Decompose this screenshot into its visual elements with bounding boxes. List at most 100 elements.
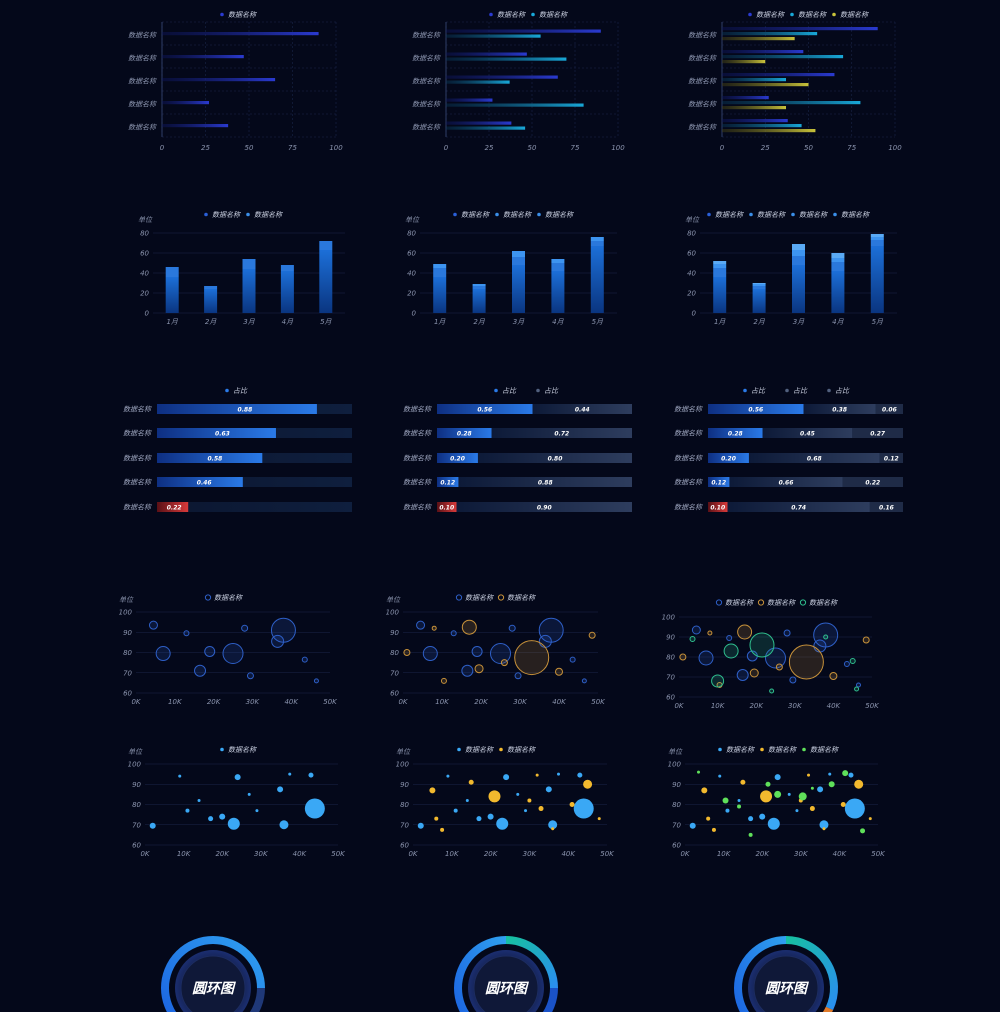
bar [446,75,558,79]
dot [765,781,771,787]
legend-label: 数据名称 [840,11,869,19]
y-axis-unit: 单位 [405,216,420,224]
bar [713,268,727,277]
bar-value-label: 0.56 [748,406,763,413]
bar-value-label: 0.58 [208,455,223,462]
bar-segment [875,404,903,414]
bubble [194,664,207,677]
legend-label: 数据名称 [799,211,828,219]
dot [496,817,509,830]
bar [792,265,805,313]
dot [417,822,424,829]
dot [848,772,854,778]
bubble [698,650,714,666]
x-tick-label: 100 [329,144,343,152]
bar [319,241,333,250]
bar-track [157,502,352,512]
y-tick-label: 80 [666,654,675,662]
bar-value-label: 0.06 [882,406,897,413]
category-label: 数据名称 [128,78,157,86]
x-tick-label: 40K [833,850,848,858]
donut-core [180,955,246,1012]
bar-value-label: 0.44 [575,406,590,413]
legend-marker [785,388,789,393]
category-label: 数据名称 [674,455,703,463]
legend-label: 数据名称 [497,11,526,19]
x-tick-label: 30K [523,850,538,858]
bar [472,286,486,289]
bar [713,277,727,313]
bar [722,129,816,133]
legend-marker [718,747,722,752]
legend-marker [749,212,753,217]
dot [842,770,849,777]
bar [722,60,766,64]
category-label: 数据名称 [403,479,432,487]
legend-label: 数据名称 [798,11,827,19]
bubble [737,624,753,640]
bar-segment [708,404,804,414]
category-label: 数据名称 [412,32,441,40]
y-tick-label: 90 [400,781,409,789]
y-tick-label: 80 [400,801,409,809]
y-axis-unit: 单位 [119,596,134,604]
bar-value-label: 0.16 [879,504,894,511]
bubble [416,620,426,630]
bar [831,271,845,313]
x-tick-label: 0 [444,144,449,152]
legend-marker [495,212,499,217]
bar [722,73,835,77]
dot [149,822,156,829]
dot [817,786,824,793]
bar-segment [157,477,243,487]
bubble [783,629,791,637]
bubble [422,646,438,662]
bar-value-label: 0.63 [215,430,230,437]
category-label: 数据名称 [123,455,152,463]
bar [446,121,512,125]
bar-segment [458,477,632,487]
dot [583,779,593,789]
x-tick-label: 50K [331,850,346,858]
legend-label: 占比 [793,387,808,395]
dot [279,820,289,830]
x-tick-label: 30K [254,850,269,858]
dot [868,817,872,821]
x-tick-label: 20K [215,850,230,858]
bar [162,78,276,82]
bar-value-label: 0.12 [711,479,726,486]
x-tick-label: 0K [680,850,690,858]
x-tick-label: 4月 [552,318,564,326]
legend-label: 数据名称 [809,599,838,607]
x-tick-label: 40K [284,698,299,706]
bar-value-label: 0.28 [728,430,743,437]
bar [162,32,319,36]
x-tick-label: 50K [865,702,880,710]
x-tick-label: 5月 [592,318,604,326]
bubble [711,674,725,688]
x-tick-label: 40K [552,698,567,706]
bar [722,124,802,128]
y-tick-label: 80 [390,649,399,657]
x-tick-label: 0K [398,698,408,706]
legend-marker [790,12,794,17]
category-label: 数据名称 [123,430,152,438]
y-tick-label: 70 [400,821,409,829]
bar [446,34,541,38]
legend-marker [489,12,493,17]
bar [752,286,766,289]
dot [527,798,532,803]
bar-value-label: 0.27 [870,430,886,437]
bubble [222,643,244,665]
x-tick-label: 50K [323,698,338,706]
x-tick-label: 10K [168,698,183,706]
bubble [588,631,596,639]
x-tick-label: 50K [600,850,615,858]
bar-segment [748,453,880,463]
dot [748,816,754,822]
bar [446,98,493,102]
bubble [749,668,759,678]
legend-label: 占比 [751,387,766,395]
bar [446,57,567,61]
category-label: 数据名称 [688,55,717,63]
